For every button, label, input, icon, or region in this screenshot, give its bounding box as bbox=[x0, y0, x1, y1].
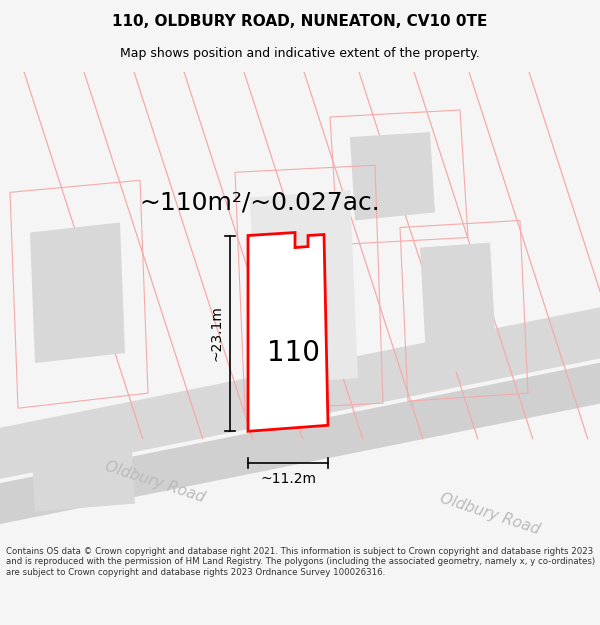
Polygon shape bbox=[250, 191, 358, 385]
Text: ~110m²/~0.027ac.: ~110m²/~0.027ac. bbox=[140, 191, 380, 214]
Polygon shape bbox=[350, 132, 435, 221]
Text: 110, OLDBURY ROAD, NUNEATON, CV10 0TE: 110, OLDBURY ROAD, NUNEATON, CV10 0TE bbox=[112, 14, 488, 29]
Polygon shape bbox=[0, 298, 600, 488]
Polygon shape bbox=[30, 415, 135, 512]
Text: Oldbury Road: Oldbury Road bbox=[438, 491, 542, 537]
Polygon shape bbox=[30, 222, 125, 363]
Polygon shape bbox=[420, 242, 497, 375]
Text: Oldbury Road: Oldbury Road bbox=[103, 458, 207, 505]
Polygon shape bbox=[0, 353, 600, 533]
Text: ~23.1m: ~23.1m bbox=[209, 306, 223, 361]
Text: ~11.2m: ~11.2m bbox=[260, 472, 316, 486]
Text: Contains OS data © Crown copyright and database right 2021. This information is : Contains OS data © Crown copyright and d… bbox=[6, 547, 595, 577]
Text: Map shows position and indicative extent of the property.: Map shows position and indicative extent… bbox=[120, 48, 480, 61]
Polygon shape bbox=[248, 232, 328, 431]
Text: 110: 110 bbox=[266, 339, 320, 367]
